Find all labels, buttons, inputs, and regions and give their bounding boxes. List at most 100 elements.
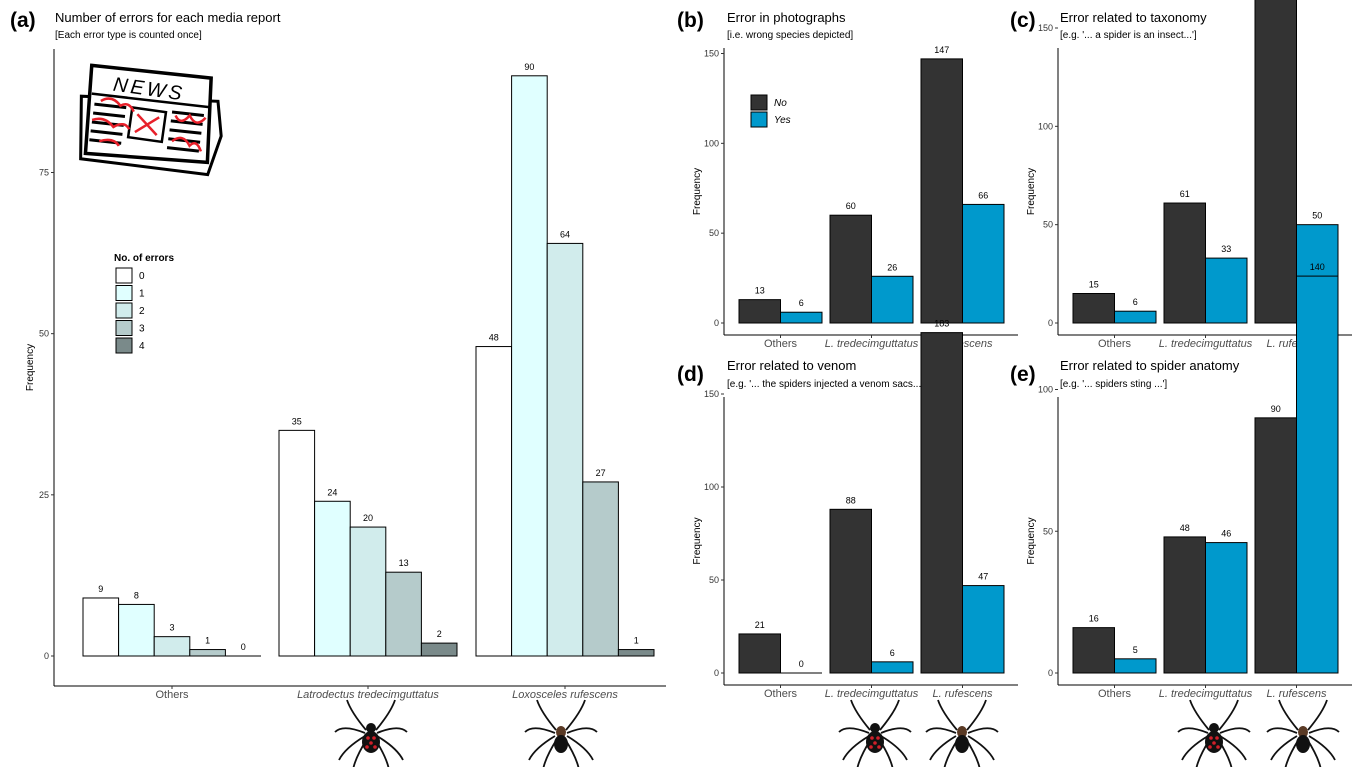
data-label: 46 xyxy=(1221,529,1231,539)
panel-subtitle: [e.g. '... the spiders injected a venom … xyxy=(727,379,926,390)
bar-a-2-0 xyxy=(475,346,513,657)
text-line xyxy=(92,111,126,118)
data-label: 1 xyxy=(634,636,639,646)
bar-e-1-1 xyxy=(1205,542,1248,674)
bar-a-2-3 xyxy=(582,481,619,657)
legend-swatch xyxy=(115,267,133,284)
panel-subtitle: [e.g. '... spiders sting ...'] xyxy=(1060,379,1167,390)
y-tick-label: 0 xyxy=(1048,318,1053,328)
spider-leg xyxy=(1189,699,1210,731)
y-tick-label: 50 xyxy=(1043,220,1053,230)
red-scribble xyxy=(100,97,135,113)
red-spot xyxy=(869,745,873,749)
bar-a-1-0 xyxy=(278,429,316,657)
panel-letter: (b) xyxy=(677,9,704,32)
panel-subtitle: [Each error type is counted once] xyxy=(55,30,202,41)
data-label: 140 xyxy=(1310,262,1325,272)
panel-d: (d) Error related to venom [e.g. '... the … xyxy=(677,319,1018,700)
data-label: 6 xyxy=(799,298,804,308)
y-axis-label: Frequency xyxy=(25,344,36,391)
x-category-label: Others xyxy=(764,338,798,350)
data-label: 5 xyxy=(1133,645,1138,655)
data-label: 15 xyxy=(1089,280,1099,290)
y-axis-label: Frequency xyxy=(692,168,703,215)
legend-label: No xyxy=(774,98,787,109)
y-tick-label: 0 xyxy=(714,668,719,678)
red-spot xyxy=(1212,741,1216,745)
spider-leg xyxy=(879,699,900,731)
legend-swatch xyxy=(115,285,133,301)
recluse-spider-icon xyxy=(524,699,598,767)
red-spot xyxy=(366,736,370,740)
bar-e-1-0 xyxy=(1163,536,1206,674)
y-tick-label: 0 xyxy=(1048,668,1053,678)
black-widow-spider-icon xyxy=(1177,699,1251,767)
panel-letter: (c) xyxy=(1010,9,1036,32)
data-label: 0 xyxy=(241,642,246,652)
data-label: 6 xyxy=(1133,297,1138,307)
spider-leg xyxy=(1270,735,1298,761)
bar-b-1-1 xyxy=(871,275,914,324)
data-label: 3 xyxy=(169,623,174,633)
data-label: 6 xyxy=(890,648,895,658)
red-spot xyxy=(1208,745,1212,749)
bar-e-0-1 xyxy=(1114,658,1157,674)
panel-title: Error in photographs xyxy=(727,10,846,25)
spider-leg xyxy=(880,735,908,761)
red-spot xyxy=(369,741,373,745)
bar-a-1-3 xyxy=(385,571,422,657)
spider-leg xyxy=(528,735,556,761)
y-tick-label: 50 xyxy=(1043,526,1053,536)
panel-letter: (a) xyxy=(10,9,36,32)
spider-leg xyxy=(966,699,987,731)
spider-leg xyxy=(880,727,912,734)
text-line xyxy=(171,110,205,117)
data-label: 48 xyxy=(489,333,499,343)
legend-title: No. of errors xyxy=(114,253,174,264)
bar-a-0-0 xyxy=(82,597,120,657)
bar-d-1-0 xyxy=(829,508,872,674)
legend-label: 0 xyxy=(139,271,145,282)
bar-e-2-0 xyxy=(1254,417,1297,674)
data-label: 20 xyxy=(363,513,373,523)
spider-leg xyxy=(967,727,999,734)
y-tick-label: 150 xyxy=(704,49,719,59)
y-tick-label: 150 xyxy=(704,389,719,399)
spider-leg xyxy=(376,735,404,761)
spider-leg xyxy=(346,699,367,731)
legend-swatch xyxy=(750,94,768,111)
spider-head xyxy=(1209,723,1219,733)
data-label: 16 xyxy=(1089,614,1099,624)
panel-a: (a) Number of errors for each media repor… xyxy=(10,9,666,701)
x-category-label: L. rufescens xyxy=(933,688,993,700)
data-label: 8 xyxy=(134,590,139,600)
data-label: 50 xyxy=(1312,211,1322,221)
data-label: 61 xyxy=(1180,189,1190,199)
y-tick-label: 25 xyxy=(39,490,49,500)
panel-subtitle: [i.e. wrong species depicted] xyxy=(727,30,853,41)
bar-a-0-1 xyxy=(118,603,155,657)
spider-abdomen xyxy=(554,735,568,753)
text-line xyxy=(94,102,127,110)
spider-abdomen xyxy=(955,735,969,753)
data-label: 26 xyxy=(887,262,897,272)
data-label: 9 xyxy=(98,584,103,594)
data-label: 60 xyxy=(846,201,856,211)
x-category-label: Loxosceles rufescens xyxy=(512,689,618,701)
spider-head xyxy=(366,723,376,733)
spider-head xyxy=(870,723,880,733)
bar-a-1-4 xyxy=(420,642,458,657)
data-label: 21 xyxy=(755,620,765,630)
spider-leg xyxy=(838,727,870,734)
legend-a: No. of errors 0 1 2 3 4 xyxy=(114,253,174,354)
x-category-label: L. tredecimguttatus xyxy=(1159,688,1253,700)
red-spot xyxy=(877,745,881,749)
red-spot xyxy=(1216,745,1220,749)
y-tick-label: 50 xyxy=(39,329,49,339)
bar-a-1-2 xyxy=(349,526,387,657)
spider-head xyxy=(957,726,967,738)
bar-d-1-1 xyxy=(871,661,914,674)
bar-c-1-1 xyxy=(1205,257,1248,324)
spider-leg xyxy=(925,727,957,734)
